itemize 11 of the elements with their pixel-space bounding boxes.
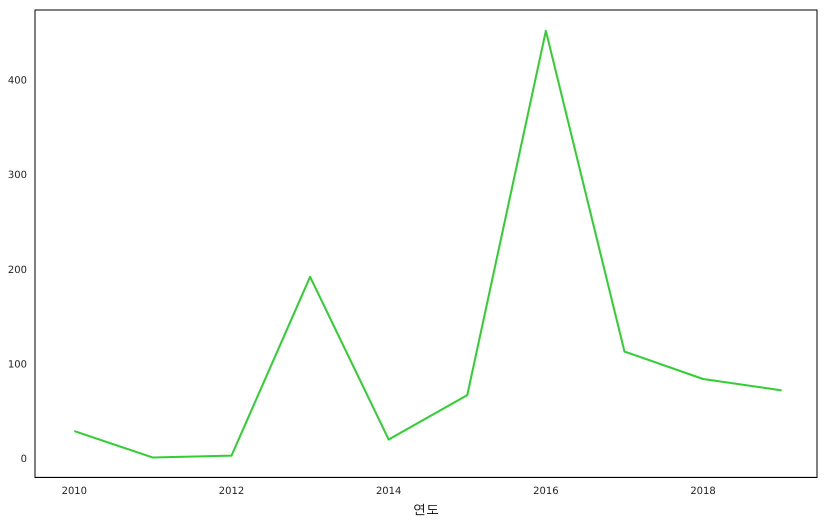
x-tick-label: 2018 [690,486,716,497]
y-tick-label: 400 [8,76,27,87]
x-tick-label: 2016 [533,486,559,497]
x-tick-label: 2012 [218,486,244,497]
y-tick-label: 200 [8,264,27,276]
x-tick-label: 2010 [62,486,88,497]
y-tick-label: 100 [8,359,27,370]
y-tick-label: 300 [8,170,27,182]
x-axis-title: 연도 [413,502,439,518]
y-tick-label: 0 [20,454,27,466]
x-tick-label: 2014 [376,486,402,497]
